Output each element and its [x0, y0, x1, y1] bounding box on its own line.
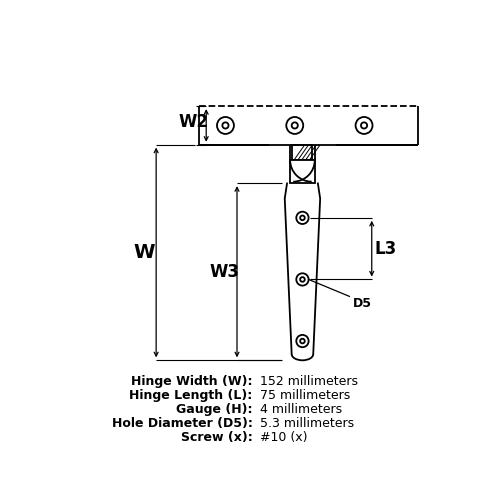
- Circle shape: [296, 335, 308, 347]
- Text: #10 (x): #10 (x): [260, 431, 308, 444]
- Circle shape: [286, 117, 303, 134]
- Text: 5.3 millimeters: 5.3 millimeters: [260, 417, 354, 430]
- Circle shape: [361, 122, 367, 128]
- Circle shape: [217, 117, 234, 134]
- Text: Screw (x):: Screw (x):: [180, 431, 252, 444]
- Text: L3: L3: [374, 240, 396, 258]
- Text: Hinge Width (W):: Hinge Width (W):: [131, 376, 252, 388]
- Text: W: W: [133, 243, 154, 262]
- Text: W2: W2: [178, 114, 208, 132]
- Bar: [290, 160, 315, 183]
- Text: 75 millimeters: 75 millimeters: [260, 389, 350, 402]
- Text: 152 millimeters: 152 millimeters: [260, 376, 358, 388]
- Text: Gauge (H):: Gauge (H):: [176, 403, 252, 416]
- Text: W3: W3: [210, 263, 240, 281]
- Circle shape: [222, 122, 228, 128]
- Bar: [292, 144, 312, 160]
- Circle shape: [300, 338, 305, 344]
- Circle shape: [300, 216, 305, 220]
- Text: 4 millimeters: 4 millimeters: [260, 403, 342, 416]
- Circle shape: [292, 122, 298, 128]
- Circle shape: [296, 274, 308, 285]
- Circle shape: [356, 117, 372, 134]
- Circle shape: [296, 212, 308, 224]
- Text: Hinge Length (L):: Hinge Length (L):: [129, 389, 252, 402]
- Circle shape: [300, 277, 305, 282]
- Text: D5: D5: [352, 297, 372, 310]
- Text: Hole Diameter (D5):: Hole Diameter (D5):: [112, 417, 252, 430]
